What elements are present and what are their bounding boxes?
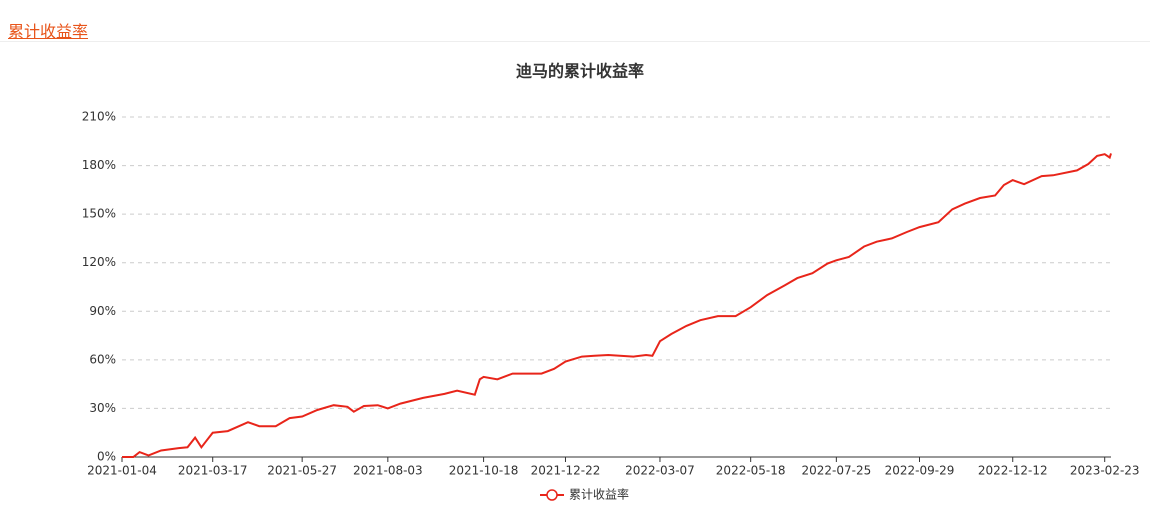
chart-title: 迪马的累计收益率 xyxy=(516,62,644,81)
divider xyxy=(0,41,1150,42)
y-tick-label: 120% xyxy=(82,255,116,269)
y-tick-label: 0% xyxy=(97,450,116,464)
y-tick-label: 30% xyxy=(89,401,116,415)
y-tick-label: 210% xyxy=(82,110,116,124)
x-tick-label: 2021-10-18 xyxy=(449,464,519,478)
legend-label: 累计收益率 xyxy=(569,487,629,502)
x-tick-label: 2022-09-29 xyxy=(885,464,955,478)
x-tick-label: 2022-07-25 xyxy=(801,464,871,478)
y-tick-label: 150% xyxy=(82,207,116,221)
y-tick-label: 90% xyxy=(89,304,116,318)
tab[interactable]: 累计收益率 xyxy=(8,22,89,41)
x-tick-label: 2021-03-17 xyxy=(178,464,248,478)
x-tick-label: 2021-12-22 xyxy=(531,464,601,478)
x-tick-label: 2023-02-23 xyxy=(1070,464,1140,478)
y-tick-label: 180% xyxy=(82,158,116,172)
x-tick-label: 2022-03-07 xyxy=(625,464,695,478)
y-tick-label: 60% xyxy=(89,352,116,366)
series-line xyxy=(122,153,1112,458)
x-tick-label: 2022-12-12 xyxy=(978,464,1048,478)
legend-marker xyxy=(546,489,558,501)
x-tick-label: 2021-08-03 xyxy=(353,464,423,478)
x-tick-label: 2021-05-27 xyxy=(267,464,337,478)
x-tick-label: 2022-05-18 xyxy=(716,464,786,478)
x-tick-label: 2021-01-04 xyxy=(87,464,157,478)
